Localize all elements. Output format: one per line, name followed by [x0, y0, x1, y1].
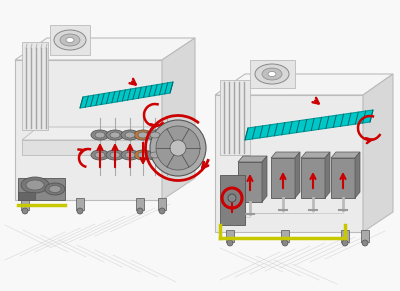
Circle shape — [159, 208, 165, 214]
Ellipse shape — [134, 150, 152, 160]
Ellipse shape — [91, 130, 109, 140]
Ellipse shape — [262, 68, 282, 80]
Ellipse shape — [268, 72, 276, 77]
Circle shape — [170, 140, 186, 156]
Ellipse shape — [54, 30, 86, 50]
Ellipse shape — [106, 150, 124, 160]
Circle shape — [282, 240, 288, 246]
Polygon shape — [15, 60, 162, 200]
Polygon shape — [21, 198, 29, 210]
Ellipse shape — [138, 132, 148, 138]
Ellipse shape — [60, 34, 80, 46]
Ellipse shape — [150, 152, 160, 158]
Polygon shape — [158, 198, 166, 210]
Polygon shape — [136, 198, 144, 210]
Ellipse shape — [158, 130, 176, 140]
Polygon shape — [341, 230, 349, 242]
Polygon shape — [15, 38, 195, 60]
Ellipse shape — [106, 130, 124, 140]
Polygon shape — [363, 74, 393, 232]
Polygon shape — [22, 42, 48, 130]
Circle shape — [362, 240, 368, 246]
Polygon shape — [22, 127, 173, 140]
Polygon shape — [262, 156, 267, 202]
Ellipse shape — [150, 132, 160, 138]
Ellipse shape — [146, 130, 164, 140]
Circle shape — [137, 208, 143, 214]
Circle shape — [77, 208, 83, 214]
Polygon shape — [331, 152, 360, 158]
Ellipse shape — [21, 177, 49, 193]
Polygon shape — [238, 162, 262, 202]
Polygon shape — [226, 230, 234, 242]
Ellipse shape — [162, 152, 172, 158]
Circle shape — [156, 126, 200, 170]
Circle shape — [150, 120, 206, 176]
Polygon shape — [220, 80, 250, 155]
Polygon shape — [325, 152, 330, 198]
Ellipse shape — [125, 132, 135, 138]
Ellipse shape — [110, 132, 120, 138]
Ellipse shape — [26, 180, 44, 190]
Ellipse shape — [121, 130, 139, 140]
Polygon shape — [50, 25, 90, 55]
Polygon shape — [18, 192, 35, 200]
Ellipse shape — [125, 152, 135, 158]
Circle shape — [228, 194, 236, 202]
Polygon shape — [271, 152, 300, 158]
Polygon shape — [245, 110, 373, 140]
Ellipse shape — [255, 64, 289, 84]
Polygon shape — [250, 60, 295, 88]
Polygon shape — [80, 82, 173, 108]
Polygon shape — [18, 178, 65, 200]
Polygon shape — [220, 175, 245, 225]
Polygon shape — [361, 230, 369, 242]
Polygon shape — [215, 74, 393, 95]
Ellipse shape — [95, 152, 105, 158]
Polygon shape — [162, 38, 195, 200]
Ellipse shape — [95, 132, 105, 138]
Polygon shape — [76, 198, 84, 210]
Ellipse shape — [138, 152, 148, 158]
Polygon shape — [281, 230, 289, 242]
Circle shape — [22, 208, 28, 214]
Polygon shape — [22, 140, 155, 155]
Polygon shape — [331, 158, 355, 198]
Ellipse shape — [134, 130, 152, 140]
Polygon shape — [215, 95, 363, 232]
Ellipse shape — [146, 150, 164, 160]
Ellipse shape — [49, 185, 61, 193]
Ellipse shape — [158, 150, 176, 160]
Ellipse shape — [162, 132, 172, 138]
Ellipse shape — [121, 150, 139, 160]
Ellipse shape — [91, 150, 109, 160]
Circle shape — [342, 240, 348, 246]
Polygon shape — [271, 158, 295, 198]
Polygon shape — [301, 158, 325, 198]
Polygon shape — [238, 156, 267, 162]
Polygon shape — [355, 152, 360, 198]
Circle shape — [227, 240, 233, 246]
Ellipse shape — [66, 38, 74, 42]
Ellipse shape — [45, 183, 65, 195]
Ellipse shape — [110, 152, 120, 158]
Polygon shape — [295, 152, 300, 198]
Polygon shape — [301, 152, 330, 158]
